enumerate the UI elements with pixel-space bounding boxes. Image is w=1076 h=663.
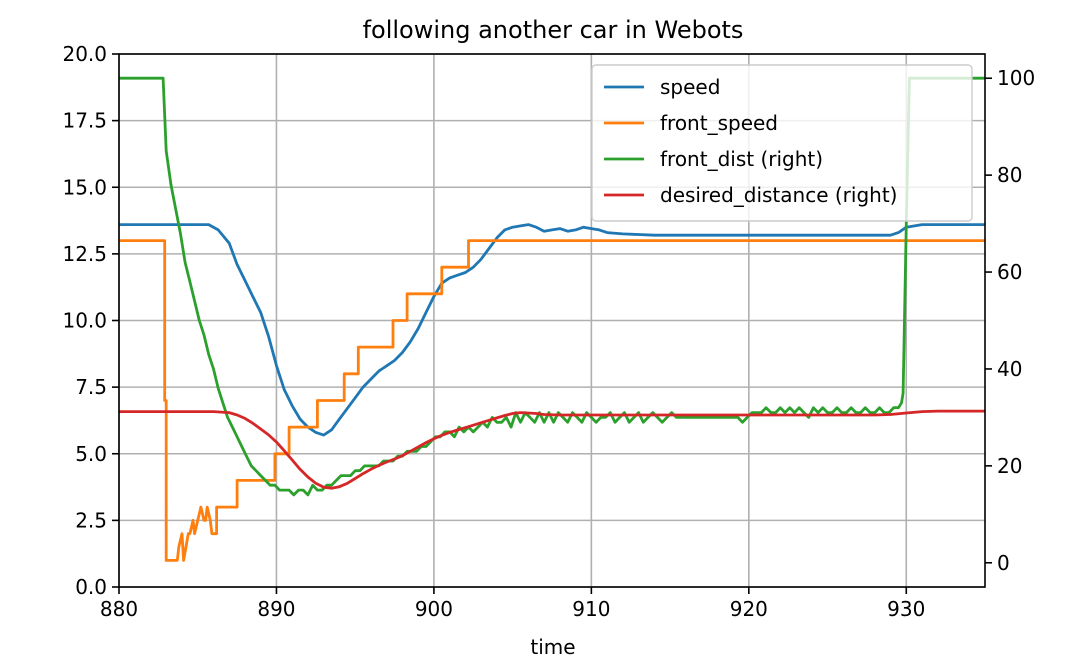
- legend-label: speed: [660, 75, 720, 99]
- y-right-tick-label: 0: [997, 551, 1010, 575]
- x-tick-label: 880: [100, 597, 138, 621]
- axes: 880 890 900 910 920 930 0.0 2.5 5.0 7.5 10.0 12.5 15…: [62, 42, 1035, 621]
- y-tick-label: 12.5: [62, 242, 107, 266]
- legend-label: desired_distance (right): [660, 183, 897, 207]
- y-right-tick-label: 80: [997, 163, 1022, 187]
- y-tick-label: 7.5: [75, 375, 107, 399]
- chart-title: following another car in Webots: [363, 16, 744, 44]
- y-right-tick-label: 60: [997, 260, 1022, 284]
- y-right-tick-label: 100: [997, 66, 1035, 90]
- y-tick-label: 2.5: [75, 508, 107, 532]
- y-tick-label: 20.0: [62, 42, 107, 66]
- series-line-desired-distance-right-: [119, 409, 985, 490]
- y-right-tick-label: 20: [997, 454, 1022, 478]
- x-tick-label: 900: [415, 597, 453, 621]
- y-tick-label: 15.0: [62, 175, 107, 199]
- y-tick-label: 17.5: [62, 109, 107, 133]
- series-line-speed: [119, 223, 985, 437]
- legend-box: [591, 64, 973, 222]
- x-axis-label: time: [530, 635, 575, 659]
- x-tick-label: 930: [887, 597, 925, 621]
- x-tick-label: 890: [257, 597, 295, 621]
- x-tick-label: 920: [730, 597, 768, 621]
- x-tick-label: 910: [572, 597, 610, 621]
- y-tick-label: 10.0: [62, 309, 107, 333]
- series-line-front-dist-right-: [119, 76, 985, 497]
- y-tick-label: 5.0: [75, 442, 107, 466]
- legend-label: front_dist (right): [660, 147, 823, 171]
- legend: speed front_speed front_dist (right) desire…: [591, 64, 973, 222]
- series-layer: [119, 76, 985, 562]
- legend-label: front_speed: [660, 111, 778, 135]
- y-right-tick-label: 40: [997, 357, 1022, 381]
- series-line-front-speed: [119, 239, 985, 562]
- y-tick-label: 0.0: [75, 575, 107, 599]
